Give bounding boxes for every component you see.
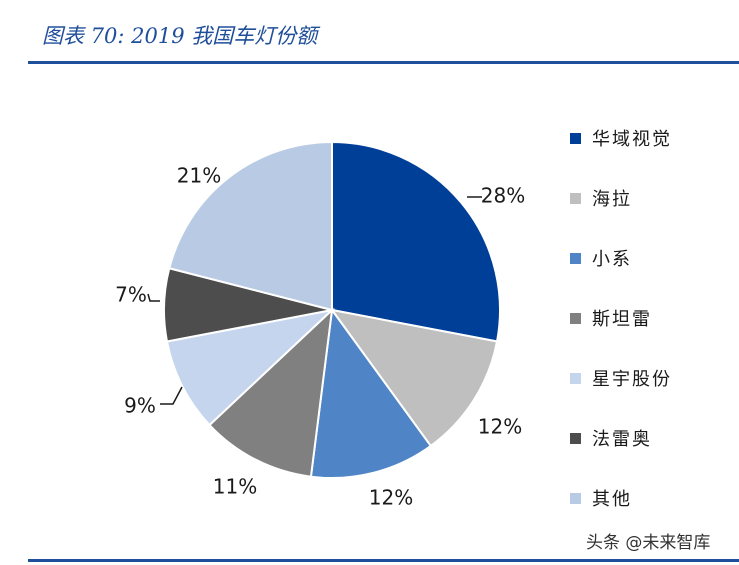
legend-item-5: 星宇股份 — [570, 348, 672, 408]
pie-slices — [163, 140, 501, 480]
legend-item-4: 斯坦雷 — [570, 288, 672, 348]
legend-swatch — [570, 432, 581, 444]
pie-slice-5 — [165, 308, 336, 427]
pie-slice-3 — [309, 307, 433, 480]
page-title: 图表 70: 2019 我国车灯份额 — [42, 24, 318, 48]
leader-lines — [147, 196, 482, 405]
slice-labels: 28% 12% 12% 11% 9% 7% 21% — [115, 164, 525, 510]
legend-label: 法雷奥 — [592, 429, 652, 450]
legend-label: 华域视觉 — [592, 129, 672, 150]
slice-value-label-1: 28% — [481, 184, 525, 208]
pie-slice-4 — [208, 307, 334, 478]
legend-swatch — [570, 252, 581, 264]
legend-label: 小系 — [592, 249, 632, 270]
slice-value-label-7: 21% — [177, 164, 221, 188]
bottom-divider — [28, 559, 739, 562]
pie-slice-7 — [168, 140, 333, 312]
legend-swatch — [570, 312, 581, 324]
legend-swatch — [570, 192, 581, 204]
top-divider — [28, 61, 739, 64]
legend-label: 星宇股份 — [592, 369, 672, 390]
legend-item-2: 海拉 — [570, 168, 672, 228]
legend-item-6: 法雷奥 — [570, 408, 672, 468]
legend-item-3: 小系 — [570, 228, 672, 288]
slice-value-label-2: 12% — [478, 415, 522, 439]
legend-swatch — [570, 492, 581, 504]
legend-swatch — [570, 372, 581, 384]
slice-value-label-6: 7% — [115, 283, 147, 307]
slice-value-label-4: 11% — [213, 475, 257, 499]
pie-slice-1 — [331, 140, 501, 343]
leader-line-5 — [160, 386, 183, 405]
watermark-text: 头条 @未来智库 — [586, 533, 711, 553]
legend-label: 海拉 — [592, 189, 632, 210]
legend-label: 斯坦雷 — [592, 309, 652, 330]
slice-value-label-3: 12% — [369, 486, 413, 510]
legend-item-1: 华域视觉 — [570, 108, 672, 168]
legend-item-7: 其他 — [570, 468, 672, 528]
chart-legend: 华域视觉海拉小系斯坦雷星宇股份法雷奥其他 — [570, 108, 672, 528]
leader-line-6 — [147, 293, 160, 302]
legend-swatch — [570, 132, 581, 144]
legend-label: 其他 — [592, 489, 632, 510]
slice-value-label-5: 9% — [124, 394, 156, 418]
pie-slice-2 — [329, 308, 499, 448]
